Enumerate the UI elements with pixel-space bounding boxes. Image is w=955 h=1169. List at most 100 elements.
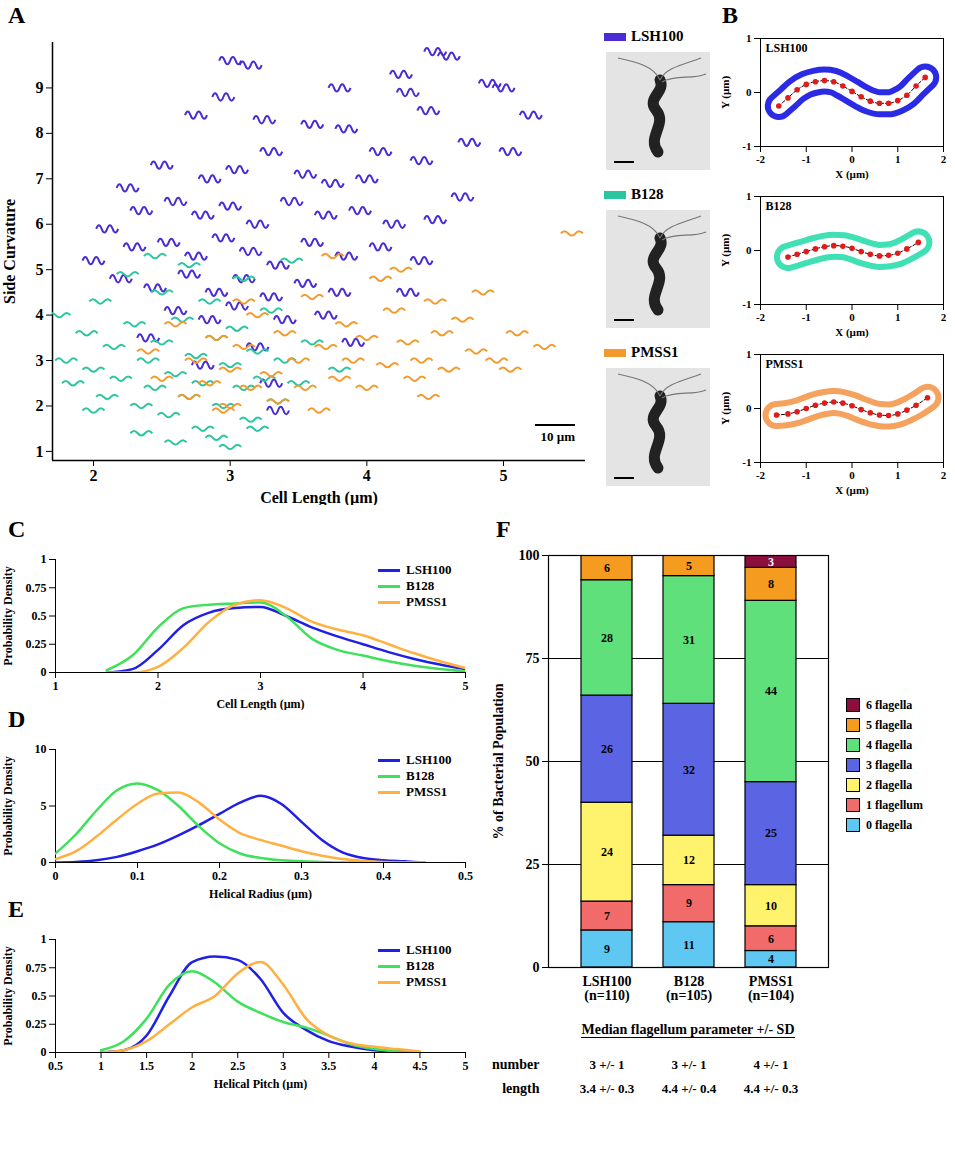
svg-text:25: 25 bbox=[526, 857, 540, 872]
svg-text:75: 75 bbox=[526, 651, 540, 666]
svg-text:28: 28 bbox=[601, 631, 613, 645]
svg-text:2: 2 bbox=[189, 1059, 195, 1073]
svg-text:0.2: 0.2 bbox=[212, 869, 227, 883]
svg-text:1: 1 bbox=[41, 932, 47, 946]
svg-text:3: 3 bbox=[258, 679, 264, 693]
svg-text:2: 2 bbox=[941, 311, 947, 323]
svg-text:4 +/- 1: 4 +/- 1 bbox=[754, 1057, 789, 1072]
svg-text:1: 1 bbox=[36, 443, 44, 460]
svg-text:number: number bbox=[492, 1057, 539, 1072]
svg-text:1: 1 bbox=[53, 679, 59, 693]
svg-text:44: 44 bbox=[765, 684, 777, 698]
svg-text:1: 1 bbox=[746, 348, 752, 360]
svg-text:6: 6 bbox=[604, 561, 610, 575]
svg-text:Helical Pitch (µm): Helical Pitch (µm) bbox=[214, 1077, 308, 1091]
svg-text:10: 10 bbox=[765, 899, 777, 913]
svg-text:3: 3 bbox=[280, 1059, 286, 1073]
svg-text:0.25: 0.25 bbox=[26, 637, 47, 651]
svg-text:3.5: 3.5 bbox=[321, 1059, 336, 1073]
svg-text:B128: B128 bbox=[766, 199, 792, 213]
svg-text:Y (µm): Y (µm) bbox=[719, 76, 732, 109]
svg-text:4: 4 bbox=[363, 467, 371, 484]
svg-text:10: 10 bbox=[35, 742, 47, 756]
svg-text:-1: -1 bbox=[742, 140, 751, 152]
svg-text:3: 3 bbox=[36, 352, 44, 369]
svg-text:0.5: 0.5 bbox=[32, 609, 47, 623]
svg-text:-2: -2 bbox=[756, 469, 766, 481]
svg-text:X (µm): X (µm) bbox=[835, 484, 869, 497]
svg-text:% of Bacterial Population: % of Bacterial Population bbox=[491, 683, 506, 839]
svg-text:2: 2 bbox=[941, 153, 947, 165]
svg-text:4.4 +/- 0.3: 4.4 +/- 0.3 bbox=[744, 1081, 799, 1096]
svg-text:7: 7 bbox=[604, 909, 610, 923]
svg-text:0.25: 0.25 bbox=[26, 1017, 47, 1031]
svg-text:4: 4 bbox=[768, 952, 774, 966]
svg-text:8: 8 bbox=[768, 577, 774, 591]
svg-text:1.5: 1.5 bbox=[139, 1059, 154, 1073]
svg-text:3 +/- 1: 3 +/- 1 bbox=[672, 1057, 707, 1072]
svg-text:Y (µm): Y (µm) bbox=[719, 392, 732, 425]
svg-text:3.4 +/- 0.3: 3.4 +/- 0.3 bbox=[580, 1081, 635, 1096]
svg-text:3: 3 bbox=[226, 467, 234, 484]
svg-text:0: 0 bbox=[746, 86, 752, 98]
svg-text:4.4 +/- 0.4: 4.4 +/- 0.4 bbox=[662, 1081, 717, 1096]
svg-text:PMSS1: PMSS1 bbox=[766, 357, 804, 371]
svg-text:1: 1 bbox=[41, 552, 47, 566]
svg-text:11: 11 bbox=[683, 938, 694, 952]
svg-text:Helical Radius (µm): Helical Radius (µm) bbox=[209, 887, 312, 901]
svg-text:0.5: 0.5 bbox=[458, 869, 473, 883]
svg-text:24: 24 bbox=[601, 845, 613, 859]
svg-text:-2: -2 bbox=[756, 153, 766, 165]
svg-text:26: 26 bbox=[601, 742, 613, 756]
svg-text:1: 1 bbox=[895, 153, 901, 165]
svg-text:Probability Density: Probability Density bbox=[1, 566, 15, 665]
svg-text:32: 32 bbox=[683, 763, 695, 777]
svg-text:LSH100: LSH100 bbox=[766, 41, 808, 55]
svg-text:-1: -1 bbox=[802, 469, 811, 481]
svg-text:-1: -1 bbox=[802, 153, 811, 165]
svg-text:9: 9 bbox=[686, 896, 692, 910]
svg-text:0: 0 bbox=[41, 1045, 47, 1059]
svg-text:5: 5 bbox=[686, 559, 692, 573]
svg-text:5: 5 bbox=[36, 261, 44, 278]
svg-text:Y (µm): Y (µm) bbox=[719, 234, 732, 267]
svg-text:0: 0 bbox=[849, 469, 855, 481]
svg-text:1: 1 bbox=[98, 1059, 104, 1073]
svg-text:4: 4 bbox=[371, 1059, 377, 1073]
svg-text:length: length bbox=[502, 1081, 540, 1096]
svg-text:PMSS1(n=104): PMSS1(n=104) bbox=[748, 974, 794, 1004]
svg-text:4: 4 bbox=[360, 679, 366, 693]
svg-text:5: 5 bbox=[41, 799, 47, 813]
svg-text:0: 0 bbox=[533, 960, 540, 975]
svg-text:8: 8 bbox=[36, 124, 44, 141]
svg-text:6: 6 bbox=[36, 215, 44, 232]
svg-text:1: 1 bbox=[746, 32, 752, 44]
svg-text:0.3: 0.3 bbox=[294, 869, 309, 883]
svg-text:B128(n=105): B128(n=105) bbox=[666, 974, 712, 1004]
svg-text:0.75: 0.75 bbox=[26, 581, 47, 595]
svg-text:7: 7 bbox=[36, 170, 44, 187]
svg-text:100: 100 bbox=[519, 548, 540, 563]
svg-text:-1: -1 bbox=[802, 311, 811, 323]
svg-text:Cell Length (µm): Cell Length (µm) bbox=[260, 489, 378, 506]
svg-text:Probability Density: Probability Density bbox=[1, 756, 15, 855]
svg-text:6: 6 bbox=[768, 932, 774, 946]
svg-text:2: 2 bbox=[941, 469, 947, 481]
svg-text:9: 9 bbox=[604, 942, 610, 956]
svg-text:0: 0 bbox=[41, 665, 47, 679]
svg-text:9: 9 bbox=[36, 79, 44, 96]
svg-text:50: 50 bbox=[526, 754, 540, 769]
svg-text:X (µm): X (µm) bbox=[835, 168, 869, 181]
svg-text:0.4: 0.4 bbox=[376, 869, 391, 883]
svg-text:12: 12 bbox=[683, 853, 695, 867]
svg-text:5: 5 bbox=[463, 679, 469, 693]
svg-text:0: 0 bbox=[41, 855, 47, 869]
svg-text:Probability Density: Probability Density bbox=[1, 946, 15, 1045]
svg-text:1: 1 bbox=[895, 311, 901, 323]
svg-text:3: 3 bbox=[768, 555, 774, 569]
svg-text:0.5: 0.5 bbox=[48, 1059, 63, 1073]
svg-text:2: 2 bbox=[155, 679, 161, 693]
svg-text:31: 31 bbox=[683, 633, 695, 647]
svg-text:-1: -1 bbox=[742, 456, 751, 468]
svg-text:2: 2 bbox=[90, 467, 98, 484]
